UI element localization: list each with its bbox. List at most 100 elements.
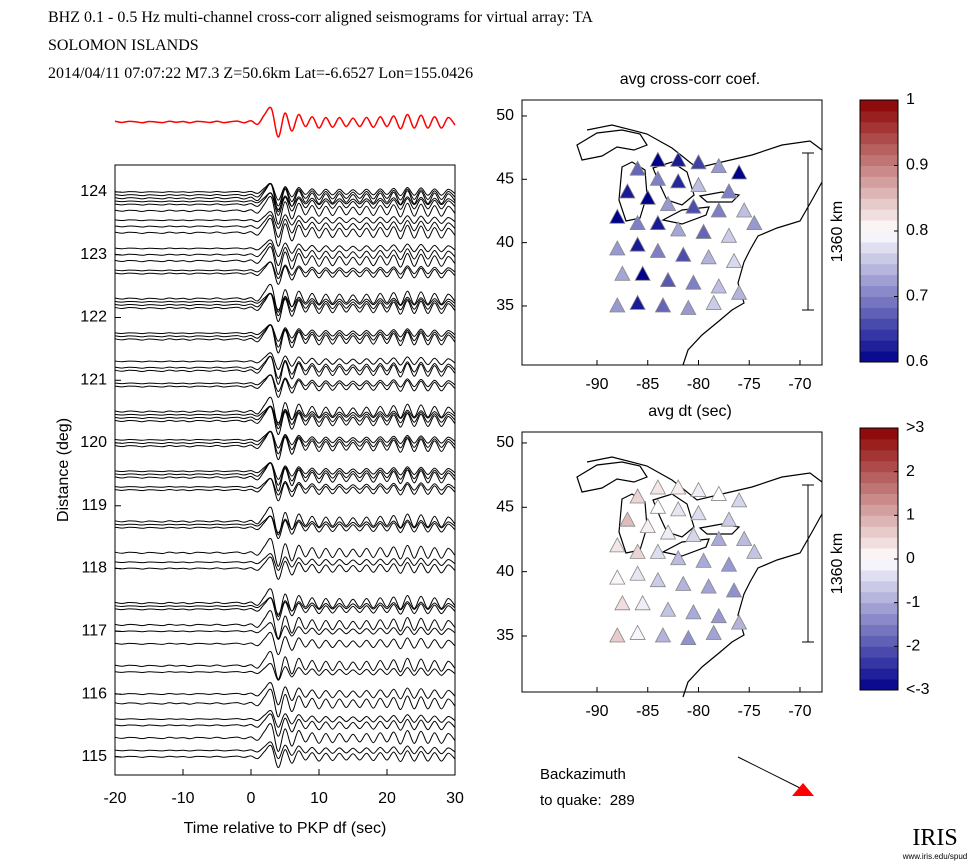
colorbar-step [860, 635, 898, 647]
seismogram-trace [114, 462, 456, 492]
seismogram-trace [114, 183, 456, 207]
station [746, 214, 763, 231]
seismogram-trace [114, 352, 456, 371]
y-tick-label: 45 [496, 171, 514, 188]
seismogram-trace [114, 355, 456, 380]
station [609, 208, 626, 224]
seismogram-trace [114, 631, 456, 656]
colorbar-step [860, 132, 898, 145]
y-tick-label: 35 [496, 627, 514, 644]
station [629, 214, 646, 231]
station [690, 176, 707, 193]
seismogram-trace [114, 293, 456, 317]
station [654, 297, 672, 313]
colorbar-tick-label: 1 [906, 91, 915, 108]
colorbar-step [860, 460, 898, 473]
station [609, 627, 626, 643]
station [649, 479, 667, 495]
backazimuth-label: Backazimuth [540, 766, 626, 783]
station [629, 624, 646, 640]
seismogram-trace [114, 462, 456, 480]
station [659, 195, 677, 212]
colorbar-step [860, 493, 898, 505]
y-tick-label: 118 [81, 560, 107, 577]
station [710, 202, 727, 218]
station [685, 526, 702, 543]
colorbar-step [860, 613, 898, 625]
seismogram-trace [114, 182, 456, 201]
seismogram-trace [114, 610, 456, 640]
y-tick-label: 123 [80, 246, 107, 263]
y-tick-label: 117 [81, 623, 107, 640]
seismogram-trace [114, 723, 456, 752]
seismogram-trace [114, 556, 456, 580]
seismogram-trace [114, 515, 456, 534]
station [609, 537, 626, 553]
station [649, 498, 667, 514]
station [710, 485, 727, 501]
station [735, 202, 753, 218]
logo: IRIS [912, 825, 957, 851]
seismogram-trace [114, 192, 456, 216]
station [609, 240, 626, 256]
station [705, 624, 722, 640]
station [735, 530, 753, 546]
y-tick-label: 115 [81, 748, 107, 765]
colorbar-step [860, 449, 898, 462]
seismogram-trace [114, 374, 456, 398]
colorbar-step [860, 537, 898, 549]
colorbar-step [860, 548, 898, 560]
seismogram-trace [114, 405, 456, 430]
station [685, 603, 702, 620]
colorbar-tick-label: 0.8 [906, 222, 928, 239]
station [634, 265, 651, 281]
colorbar-step [860, 438, 898, 451]
colorbar-tick-label: 0 [906, 550, 915, 567]
x-tick-label: -20 [103, 790, 126, 807]
station [690, 481, 707, 497]
colorbar-step [860, 679, 898, 691]
y-tick-label: 50 [496, 434, 514, 451]
station [725, 582, 743, 598]
x-tick-label: 20 [378, 790, 396, 807]
seismogram-trace [114, 261, 456, 285]
station [710, 530, 727, 546]
x-tick-label: -10 [171, 790, 194, 807]
seismogram-trace [114, 217, 456, 247]
seismogram-trace [114, 682, 456, 706]
title-line: BHZ 0.1 - 0.5 Hz multi-channel cross-cor… [48, 9, 593, 26]
station [675, 246, 692, 262]
colorbar-step [860, 482, 898, 494]
seismogram-trace [114, 431, 456, 455]
station [649, 170, 667, 186]
seismogram-trace [114, 506, 456, 536]
colorbar-tick-label: -1 [906, 594, 920, 611]
seismogram-trace [114, 183, 456, 213]
station [720, 556, 738, 572]
seismogram-trace [114, 324, 456, 354]
y-tick-label: 40 [496, 563, 514, 580]
x-tick-label: -80 [687, 376, 710, 393]
seismogram-trace [114, 597, 456, 615]
colorbar-step [860, 428, 898, 440]
seismogram-trace [114, 430, 456, 449]
station [649, 151, 667, 167]
colorbar-step [860, 176, 898, 188]
x-tick-label: -85 [636, 703, 659, 720]
station [629, 294, 646, 310]
station [670, 501, 687, 517]
station [730, 614, 748, 630]
station [746, 543, 763, 559]
station [685, 198, 702, 214]
colorbar-step [860, 602, 898, 615]
seismogram-trace [114, 553, 456, 571]
station [659, 601, 677, 617]
colorbar-tick-label: <-3 [906, 681, 930, 698]
colorbar-title: avg cross-corr coef. [620, 71, 760, 88]
seismogram-trace [114, 246, 456, 276]
seismogram-trace [114, 741, 456, 760]
x-axis-label: Time relative to PKP df (sec) [184, 820, 387, 837]
station [619, 183, 636, 199]
y-tick-label: 45 [496, 499, 514, 516]
station [639, 517, 656, 534]
